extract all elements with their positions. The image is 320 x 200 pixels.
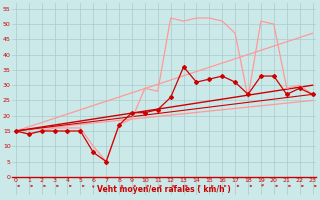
X-axis label: Vent moyen/en rafales ( km/h ): Vent moyen/en rafales ( km/h ) [97,185,231,194]
